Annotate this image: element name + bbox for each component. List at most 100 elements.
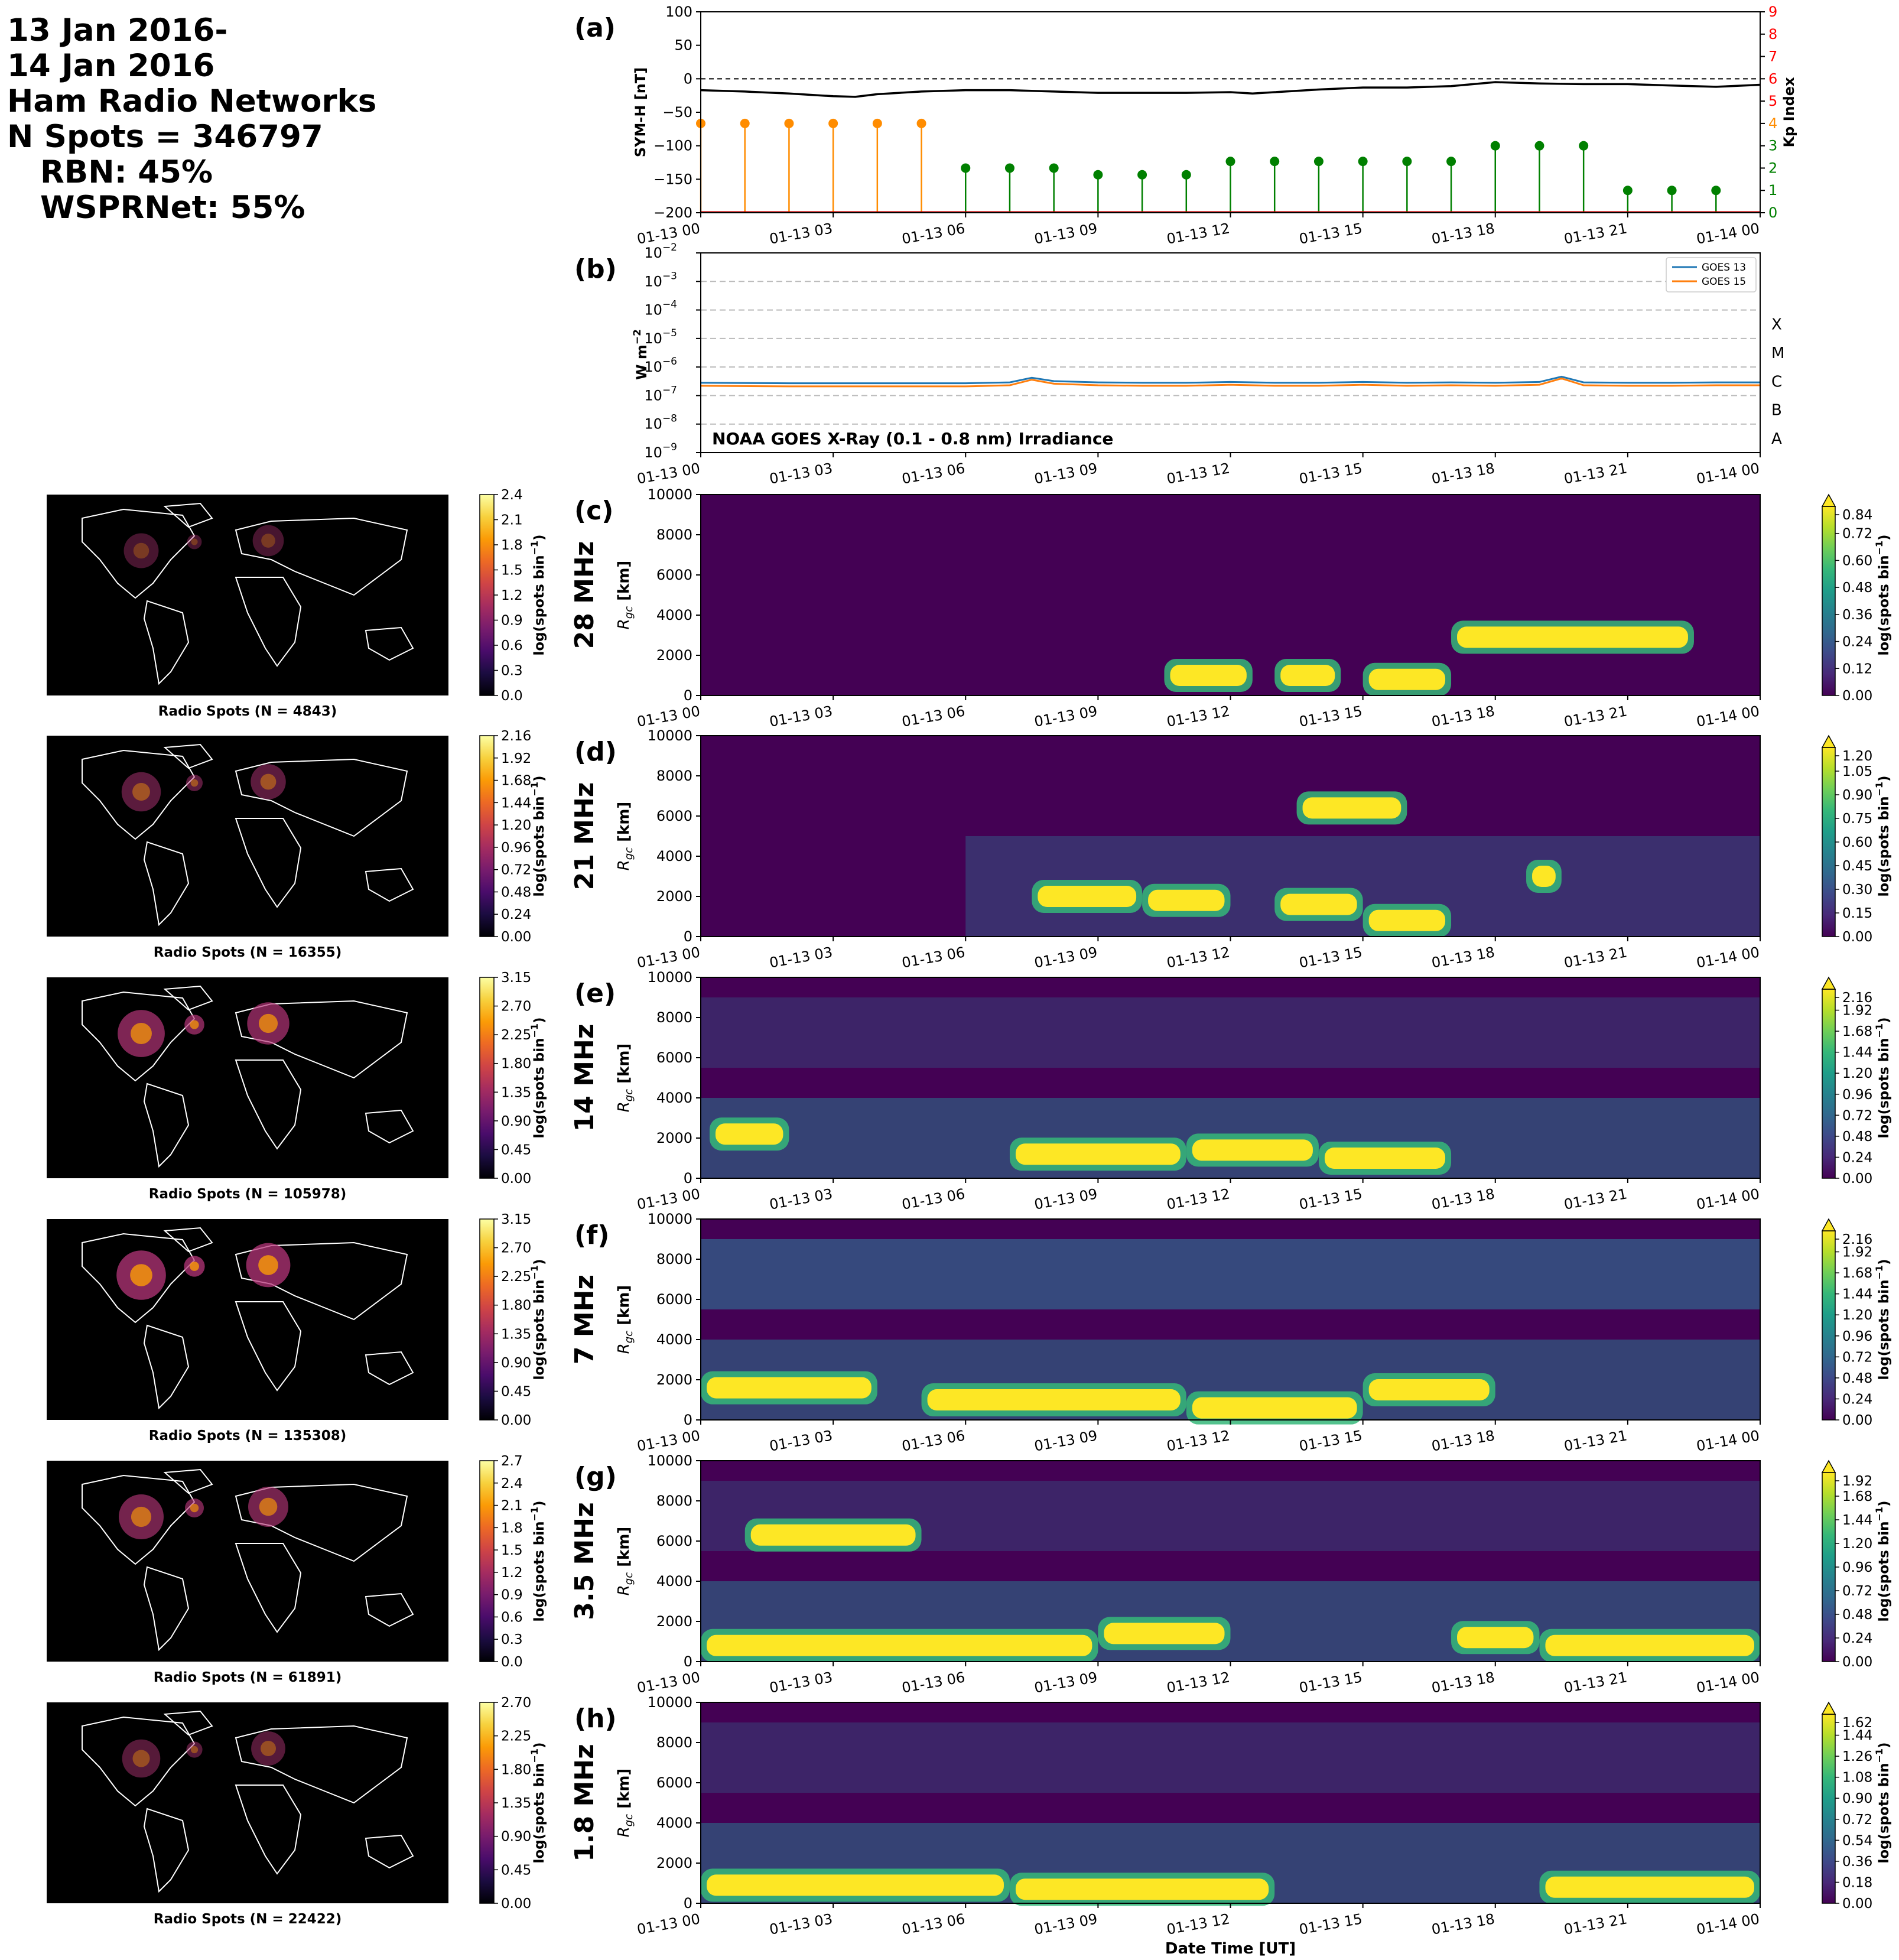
spots-count-label: Radio Spots (N = 4843) [158, 704, 337, 719]
kp-marker [1622, 186, 1633, 196]
panel-b-xaxis-tick-label: 01-13 21 [1563, 460, 1628, 487]
heatmap-ytick-label: 2000 [656, 1371, 692, 1388]
spot-density-core [258, 1255, 278, 1275]
map-colorbar-tick-label: 2.25 [501, 1729, 531, 1744]
heatmap-xaxis-tick-label: 01-13 00 [636, 1427, 701, 1454]
goes-series-line [700, 377, 1760, 388]
spot-density-core [131, 1023, 152, 1044]
spot-density-core [258, 1013, 278, 1033]
heatmap-xaxis-tick-label: 01-13 09 [1033, 703, 1098, 730]
heatmap-xaxis-tick-label: 01-13 00 [636, 703, 701, 730]
figure-header: 13 Jan 2016- 14 Jan 2016 Ham Radio Netwo… [7, 13, 376, 226]
colorbar-tick-label: 0.96 [1842, 1560, 1872, 1575]
spot-density-core [132, 1750, 150, 1767]
panel-b-xaxis-tick-label: 01-13 09 [1033, 460, 1098, 487]
heatmap-xaxis-tick-label: 01-13 09 [1033, 1427, 1098, 1454]
goes-ytick-label: 10−5 [644, 327, 677, 347]
heatmap-xaxis-tick-label: 01-14 00 [1695, 1910, 1761, 1938]
kp-marker [1004, 163, 1014, 173]
map-colorbar-tick-label: 2.4 [501, 1476, 523, 1491]
heatmap-cell [1545, 1876, 1754, 1898]
heatmap-ytick-label: 4000 [656, 607, 692, 623]
kp-ytick-label: 7 [1768, 48, 1777, 65]
colorbar [1822, 989, 1836, 1179]
spot-density-core [133, 542, 149, 559]
panel-a-xaxis-tick-label: 01-13 03 [768, 220, 834, 247]
kp-ytick-label: 3 [1768, 138, 1777, 154]
band-label: 3.5 MHz [570, 1502, 600, 1620]
map-colorbar-label: log(spots bin−1) [529, 1742, 547, 1863]
heatmap-ytick-label: 0 [684, 687, 692, 704]
colorbar-tick-label: 0.24 [1842, 635, 1872, 650]
colorbar-tick-label: 1.92 [1842, 1003, 1872, 1019]
colorbar-tick-label: 1.20 [1842, 1536, 1872, 1552]
spot-density-core [190, 779, 199, 787]
kp-ytick-label: 4 [1768, 115, 1777, 132]
heatmap-xaxis-tick-label: 01-13 18 [1430, 1185, 1496, 1213]
kp-ytick-label: 2 [1768, 160, 1777, 176]
heatmap-xaxis-tick-label: 01-13 03 [768, 703, 834, 730]
colorbar-tick-label: 0.24 [1842, 1392, 1872, 1407]
spot-density-core [190, 1262, 199, 1271]
goes-ytick-label: 10−3 [644, 270, 677, 290]
heatmap-xaxis-tick-label: 01-13 03 [768, 1910, 834, 1938]
map-colorbar-tick-label: 0.00 [501, 1171, 531, 1187]
heatmap-cell [1302, 797, 1402, 819]
heatmap-ytick-label: 0 [684, 1412, 692, 1428]
spot-density-core [260, 1740, 277, 1757]
map-colorbar-tick-label: 1.44 [501, 795, 531, 811]
map-colorbar-label: log(spots bin−1) [529, 1017, 547, 1138]
kp-marker [872, 118, 882, 128]
map-colorbar-tick-label: 1.8 [501, 538, 523, 553]
heatmap-xaxis-tick-label: 01-13 09 [1033, 1910, 1098, 1938]
colorbar-tick-label: 0.84 [1842, 508, 1872, 523]
spots-count-label: Radio Spots (N = 135308) [149, 1428, 347, 1444]
colorbar-tick-label: 1.20 [1842, 1066, 1872, 1081]
world-map [47, 1702, 448, 1903]
kp-marker [1093, 170, 1103, 180]
map-colorbar-tick-label: 3.15 [501, 970, 531, 986]
coastline [143, 600, 190, 685]
kp-marker [1579, 141, 1589, 151]
kp-marker [1446, 157, 1456, 167]
heatmap-ytick-label: 6000 [656, 1291, 692, 1308]
colorbar-tick-label: 0.72 [1842, 1108, 1872, 1123]
map-colorbar-tick-label: 1.68 [501, 773, 531, 789]
map-colorbar-tick-label: 2.70 [501, 999, 531, 1015]
colorbar-tick-label: 1.68 [1842, 1266, 1872, 1281]
coastline [365, 1592, 414, 1627]
kp-ytick-label: 8 [1768, 26, 1777, 43]
colorbar [1822, 1472, 1836, 1662]
coastline [163, 743, 213, 769]
heatmap-ytick-label: 2000 [656, 647, 692, 664]
heatmap-cell [1368, 668, 1446, 690]
heatmap-axis-label: Rgc [km] [615, 802, 635, 871]
spot-density-core [132, 783, 150, 801]
colorbar-tick-label: 1.20 [1842, 1308, 1872, 1323]
heatmap-xaxis-tick-label: 01-14 00 [1695, 1669, 1761, 1696]
colorbar-tick-label: 0.96 [1842, 1329, 1872, 1344]
kp-ytick-label: 0 [1768, 204, 1777, 221]
kp-ytick-label: 6 [1768, 70, 1777, 87]
symh-axis-label: SYM-H [nT] [632, 67, 649, 157]
colorbar-tick-label: 1.08 [1842, 1770, 1872, 1786]
symh-ytick-label: 50 [674, 37, 692, 54]
colorbar-tick-label: 1.20 [1842, 749, 1872, 764]
heatmap-xaxis-tick-label: 01-13 15 [1298, 1185, 1364, 1213]
spot-density-core [191, 538, 198, 545]
panel-b-xaxis-tick-label: 01-13 12 [1165, 460, 1231, 487]
map-colorbar-tick-label: 1.20 [501, 818, 531, 833]
heatmap-ytick-label: 0 [684, 1170, 692, 1187]
map-colorbar-tick-label: 2.25 [501, 1028, 531, 1043]
colorbar-label: log(spots bin−1) [1874, 775, 1892, 896]
coastline [365, 626, 414, 661]
heatmap-axis-label: Rgc [km] [615, 1044, 635, 1113]
heatmap-ytick-label: 2000 [656, 888, 692, 905]
map-colorbar [479, 977, 495, 1179]
map-colorbar-tick-label: 1.8 [501, 1520, 523, 1536]
world-map [47, 736, 448, 937]
flare-class-label: A [1771, 430, 1782, 448]
heatmap-ytick-label: 6000 [656, 1533, 692, 1549]
heatmap-xaxis-tick-label: 01-14 00 [1695, 944, 1761, 971]
coastline [163, 985, 213, 1011]
